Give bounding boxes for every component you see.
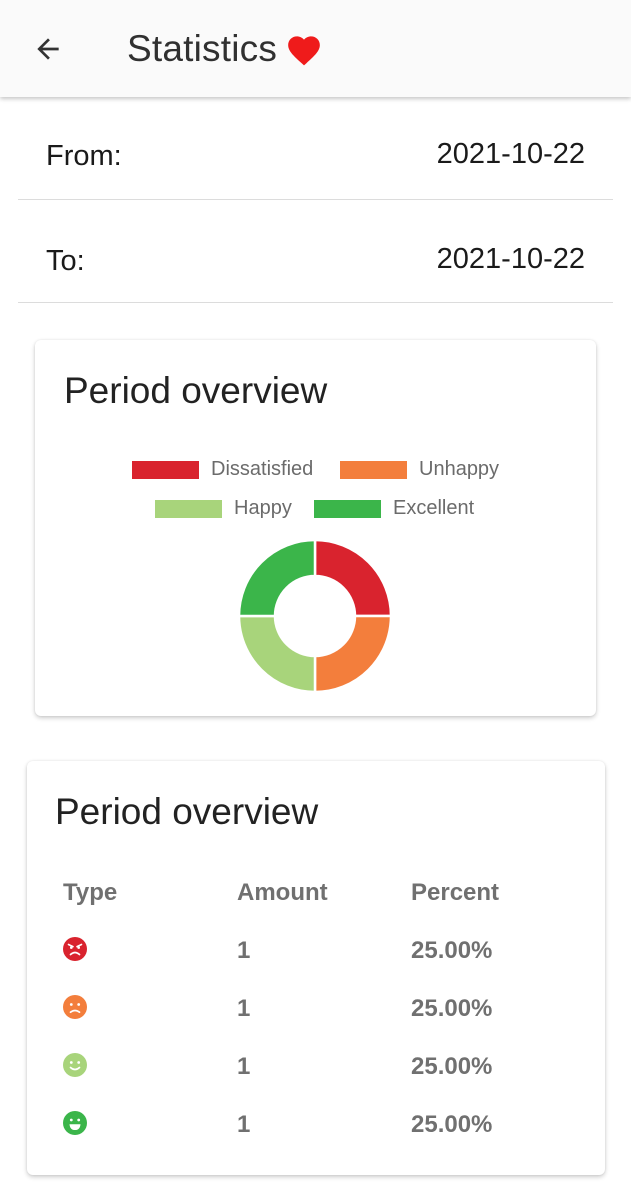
chart-card: Period overview Dissatisfied Unhappy Hap… — [35, 340, 596, 716]
column-header-percent: Percent — [411, 879, 500, 906]
legend-label: Dissatisfied — [211, 458, 314, 480]
chart-card-title: Period overview — [64, 370, 328, 411]
row-amount: 1 — [237, 995, 251, 1022]
from-row[interactable]: From: 2021-10-22 — [18, 98, 613, 200]
from-label: From: — [46, 140, 122, 172]
column-header-amount: Amount — [237, 879, 328, 906]
legend-swatch — [132, 460, 199, 479]
doughnut-slice-dissatisfied[interactable] — [313, 538, 393, 618]
legend-label: Happy — [234, 497, 292, 519]
column-header-type: Type — [63, 879, 118, 906]
heart-icon — [288, 36, 320, 66]
to-label: To: — [46, 245, 85, 277]
back-button[interactable] — [22, 26, 74, 72]
legend-swatch — [340, 460, 407, 479]
page-title: Statistics — [127, 28, 278, 69]
grin-face-icon — [63, 1111, 87, 1135]
legend-item-dissatisfied[interactable]: Dissatisfied — [132, 458, 313, 481]
legend-swatch — [314, 499, 381, 518]
legend-item-happy[interactable]: Happy — [155, 497, 292, 520]
table-card: Period overview Type Amount Percent 1 25… — [27, 761, 605, 1175]
legend-label: Unhappy — [419, 458, 500, 480]
legend-item-unhappy[interactable]: Unhappy — [340, 458, 499, 481]
row-percent: 25.00% — [411, 1053, 493, 1080]
legend-label: Excellent — [393, 497, 475, 519]
row-amount: 1 — [237, 1111, 251, 1138]
angry-face-icon — [63, 937, 87, 961]
smile-face-icon — [63, 1053, 87, 1077]
legend-item-excellent[interactable]: Excellent — [314, 497, 474, 520]
doughnut-slice-happy[interactable] — [237, 614, 317, 694]
to-date-value[interactable]: 2021-10-22 — [436, 243, 585, 275]
page-title-group: Statistics — [127, 24, 323, 74]
row-percent: 25.00% — [411, 995, 493, 1022]
row-percent: 25.00% — [411, 1111, 493, 1138]
row-percent: 25.00% — [411, 937, 493, 964]
row-amount: 1 — [237, 937, 251, 964]
app-bar: Statistics — [0, 0, 631, 97]
doughnut-chart — [237, 538, 393, 694]
doughnut-slice-unhappy[interactable] — [313, 614, 393, 694]
arrow-left-icon — [37, 38, 59, 60]
doughnut-slice-excellent[interactable] — [237, 538, 317, 618]
table-card-title: Period overview — [55, 791, 319, 832]
to-row[interactable]: To: 2021-10-22 — [18, 201, 613, 303]
row-amount: 1 — [237, 1053, 251, 1080]
legend-swatch — [155, 499, 222, 518]
frown-face-icon — [63, 995, 87, 1019]
from-date-value[interactable]: 2021-10-22 — [436, 138, 585, 170]
